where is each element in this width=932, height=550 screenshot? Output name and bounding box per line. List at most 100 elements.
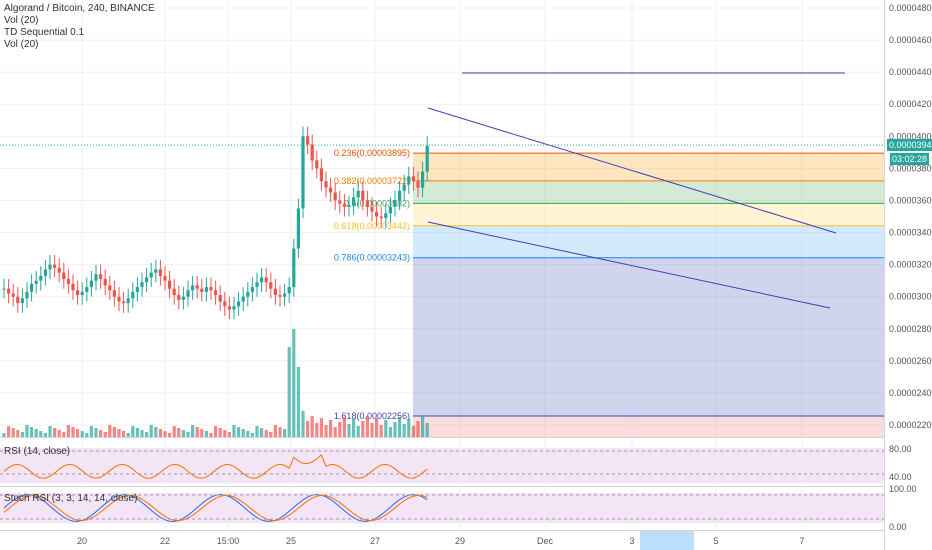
volume-bar <box>200 429 204 437</box>
candle-body <box>172 288 176 296</box>
candle-body <box>108 285 112 291</box>
volume-bar <box>158 429 162 437</box>
rsi-tick-label: 40.00 <box>889 472 912 482</box>
candle-body <box>181 296 185 300</box>
volume-bar <box>11 428 15 437</box>
volume-bar <box>99 430 103 437</box>
volume-bar <box>154 427 158 437</box>
price-tick-label: 0.00004400 <box>889 67 932 77</box>
candle-body <box>393 200 397 207</box>
time-tick-label: 3 <box>629 536 634 546</box>
candle-body <box>361 190 365 201</box>
price-tick-label: 0.00002400 <box>889 388 932 398</box>
volume-bar <box>237 427 241 437</box>
volume-bar <box>292 329 296 437</box>
volume-bar <box>89 426 93 437</box>
candle-body <box>278 295 282 297</box>
price-tick-label: 0.00004000 <box>889 131 932 141</box>
candle-body <box>80 291 84 296</box>
volume-bar <box>356 426 360 437</box>
candle-body <box>71 283 75 291</box>
candle-body <box>370 206 374 212</box>
candle-body <box>39 275 43 281</box>
volume-bar <box>310 416 314 437</box>
time-tick-label: 22 <box>160 536 170 546</box>
time-selection-highlight <box>640 531 694 550</box>
volume-bar <box>246 431 250 437</box>
candle-body <box>200 288 204 292</box>
rsi-tick-label: 80.00 <box>889 444 912 454</box>
volume-bar <box>329 420 333 437</box>
volume-bar <box>398 417 402 437</box>
candle-body <box>250 287 254 292</box>
volume-bar <box>384 420 388 437</box>
time-tick-label: 5 <box>713 536 718 546</box>
candle-body <box>356 190 360 198</box>
candle-body <box>48 264 52 270</box>
time-tick-label: 27 <box>370 536 380 546</box>
volume-bar <box>181 430 185 437</box>
fib-label: 0.618(0.00003442) <box>334 221 410 231</box>
candle-body <box>223 301 227 307</box>
volume-bar <box>296 367 300 437</box>
volume-bar <box>379 425 383 437</box>
volume-bar <box>25 425 29 437</box>
volume-bar <box>333 427 337 437</box>
fib-zone <box>413 153 884 181</box>
volume-indicator-label-2: Vol (20) <box>4 39 39 50</box>
candle-body <box>425 145 429 172</box>
candle-body <box>214 290 218 296</box>
candle-body <box>384 213 388 219</box>
volume-bar <box>255 426 259 437</box>
volume-bar <box>172 426 176 437</box>
candle-body <box>237 301 241 307</box>
volume-bar <box>80 431 84 437</box>
volume-bar <box>177 428 181 437</box>
candle-body <box>365 200 369 207</box>
candle-body <box>283 293 287 297</box>
candle-body <box>375 211 379 217</box>
volume-bar <box>264 430 268 437</box>
candle-body <box>269 282 273 289</box>
price-tick-label: 0.00003200 <box>889 260 932 270</box>
candle-body <box>7 288 11 294</box>
volume-indicator-label: Vol (20) <box>4 15 39 26</box>
candle-body <box>195 285 199 289</box>
volume-bar <box>370 423 374 437</box>
candle-body <box>2 288 6 290</box>
volume-bar <box>278 427 282 437</box>
candle-body <box>218 295 222 302</box>
price-tick-label: 0.00004600 <box>889 35 932 45</box>
candle-body <box>306 136 310 145</box>
volume-bar <box>273 425 277 437</box>
volume-bar <box>421 416 425 437</box>
price-tick-label: 0.00004200 <box>889 99 932 109</box>
volume-bar <box>204 431 208 437</box>
candle-body <box>25 291 29 299</box>
candle-body <box>85 287 89 292</box>
candle-body <box>333 192 337 201</box>
volume-bar <box>209 433 213 437</box>
volume-bar <box>388 427 392 437</box>
volume-bar <box>361 421 365 437</box>
volume-bar <box>315 423 319 437</box>
candle-body <box>89 280 93 288</box>
candle-body <box>411 176 415 182</box>
countdown-tag: 03:02:28 <box>890 153 930 165</box>
price-tick-label: 0.00002200 <box>889 420 932 430</box>
fib-label: 0.236(0.00003895) <box>334 148 410 158</box>
volume-bar <box>287 347 291 437</box>
volume-bar <box>416 421 420 437</box>
candle-body <box>177 295 181 300</box>
time-tick-label: Dec <box>537 536 554 546</box>
candle-body <box>273 288 277 296</box>
volume-bar <box>324 425 328 437</box>
fib-label: 1.618(0.00002256) <box>334 411 410 421</box>
volume-bar <box>218 428 222 437</box>
stoch-rsi-label: Stoch RSI (3, 3, 14, 14, close) <box>4 493 138 504</box>
volume-bar <box>301 411 305 437</box>
volume-bar <box>425 423 429 437</box>
volume-bar <box>375 418 379 437</box>
candle-body <box>53 264 57 268</box>
